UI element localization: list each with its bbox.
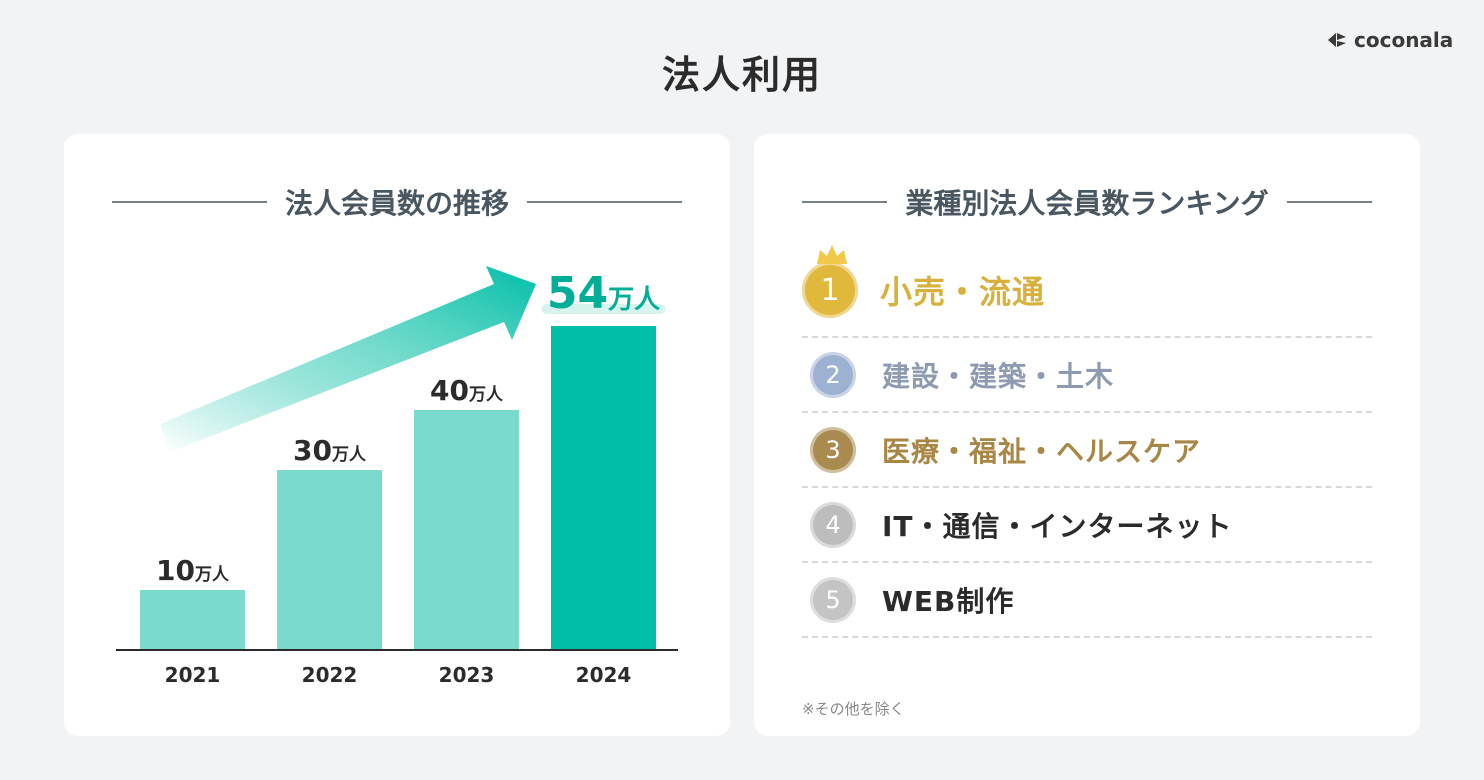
industry-ranking-title: 業種別法人会員数ランキング — [905, 187, 1269, 220]
rank-name-2: 建設・建築・土木 — [882, 359, 1115, 393]
rank-name-4: IT・通信・インターネット — [882, 509, 1233, 543]
member-trend-title: 法人会員数の推移 — [285, 187, 510, 220]
rank-name-3: 医療・福祉・ヘルスケア — [882, 434, 1202, 468]
heading-rule-right — [1286, 201, 1373, 203]
coconala-logo: coconala — [1326, 28, 1453, 52]
ranking-item-1: 1 小売・流通 — [802, 244, 1372, 338]
ranking-item-2: 2 建設・建築・土木 — [802, 338, 1372, 413]
label-highlight-2024 — [541, 304, 666, 314]
rank-medal-2: 2 — [810, 351, 856, 398]
rank-medal-1: 1 — [802, 262, 858, 318]
ranking-list: 1 小売・流通 2 建設・建築・土木 3 医療・福祉・ヘルスケア 4 IT・通信・インターネッ… — [802, 244, 1372, 638]
value-label-2022: 30万人 — [293, 434, 367, 467]
x-tick-2022: 2022 — [302, 663, 358, 687]
member-trend-panel: 法人会員数の推移 10万人 2021 30万人 2022 40万人 2023 54万人 202… — [64, 134, 730, 736]
bar-chart: 10万人 2021 30万人 2022 40万人 2023 54万人 2024 — [116, 266, 678, 687]
rank-name-1: 小売・流通 — [880, 273, 1046, 311]
rank-medal-3: 3 — [810, 426, 856, 473]
heading-rule-left — [112, 201, 267, 203]
bar-2023 — [414, 410, 519, 650]
value-label-2021: 10万人 — [156, 554, 230, 587]
rank-medal-5: 5 — [810, 576, 856, 623]
x-tick-2021: 2021 — [165, 663, 221, 687]
x-tick-2024: 2024 — [576, 663, 632, 687]
bar-2021 — [140, 590, 245, 650]
ranking-item-4: 4 IT・通信・インターネット — [802, 488, 1372, 563]
industry-ranking-heading: 業種別法人会員数ランキング — [802, 182, 1373, 222]
coconala-logo-icon — [1328, 33, 1346, 47]
member-trend-heading: 法人会員数の推移 — [112, 182, 683, 222]
value-label-2023: 40万人 — [430, 374, 504, 407]
bar-2022 — [277, 470, 382, 650]
heading-rule-right — [527, 201, 683, 203]
rank-name-5: WEB制作 — [882, 584, 1015, 618]
ranking-item-5: 5 WEB制作 — [802, 563, 1372, 638]
crown-icon — [817, 245, 847, 264]
growth-arrow — [160, 266, 536, 452]
logo-text: coconala — [1354, 28, 1454, 52]
ranking-item-3: 3 医療・福祉・ヘルスケア — [802, 413, 1372, 488]
footnote: ※その他を除く — [802, 700, 905, 718]
page-title: 法人利用 — [661, 53, 822, 97]
x-tick-2023: 2023 — [439, 663, 495, 687]
heading-rule-left — [802, 201, 888, 203]
value-label-2024: 54万人 — [547, 268, 660, 319]
industry-ranking-panel: 業種別法人会員数ランキング 1 小売・流通 2 建設・建築・土木 3 医療・福祉・ヘルスケ… — [754, 134, 1420, 736]
bar-2024 — [551, 326, 656, 650]
rank-medal-4: 4 — [810, 501, 856, 548]
